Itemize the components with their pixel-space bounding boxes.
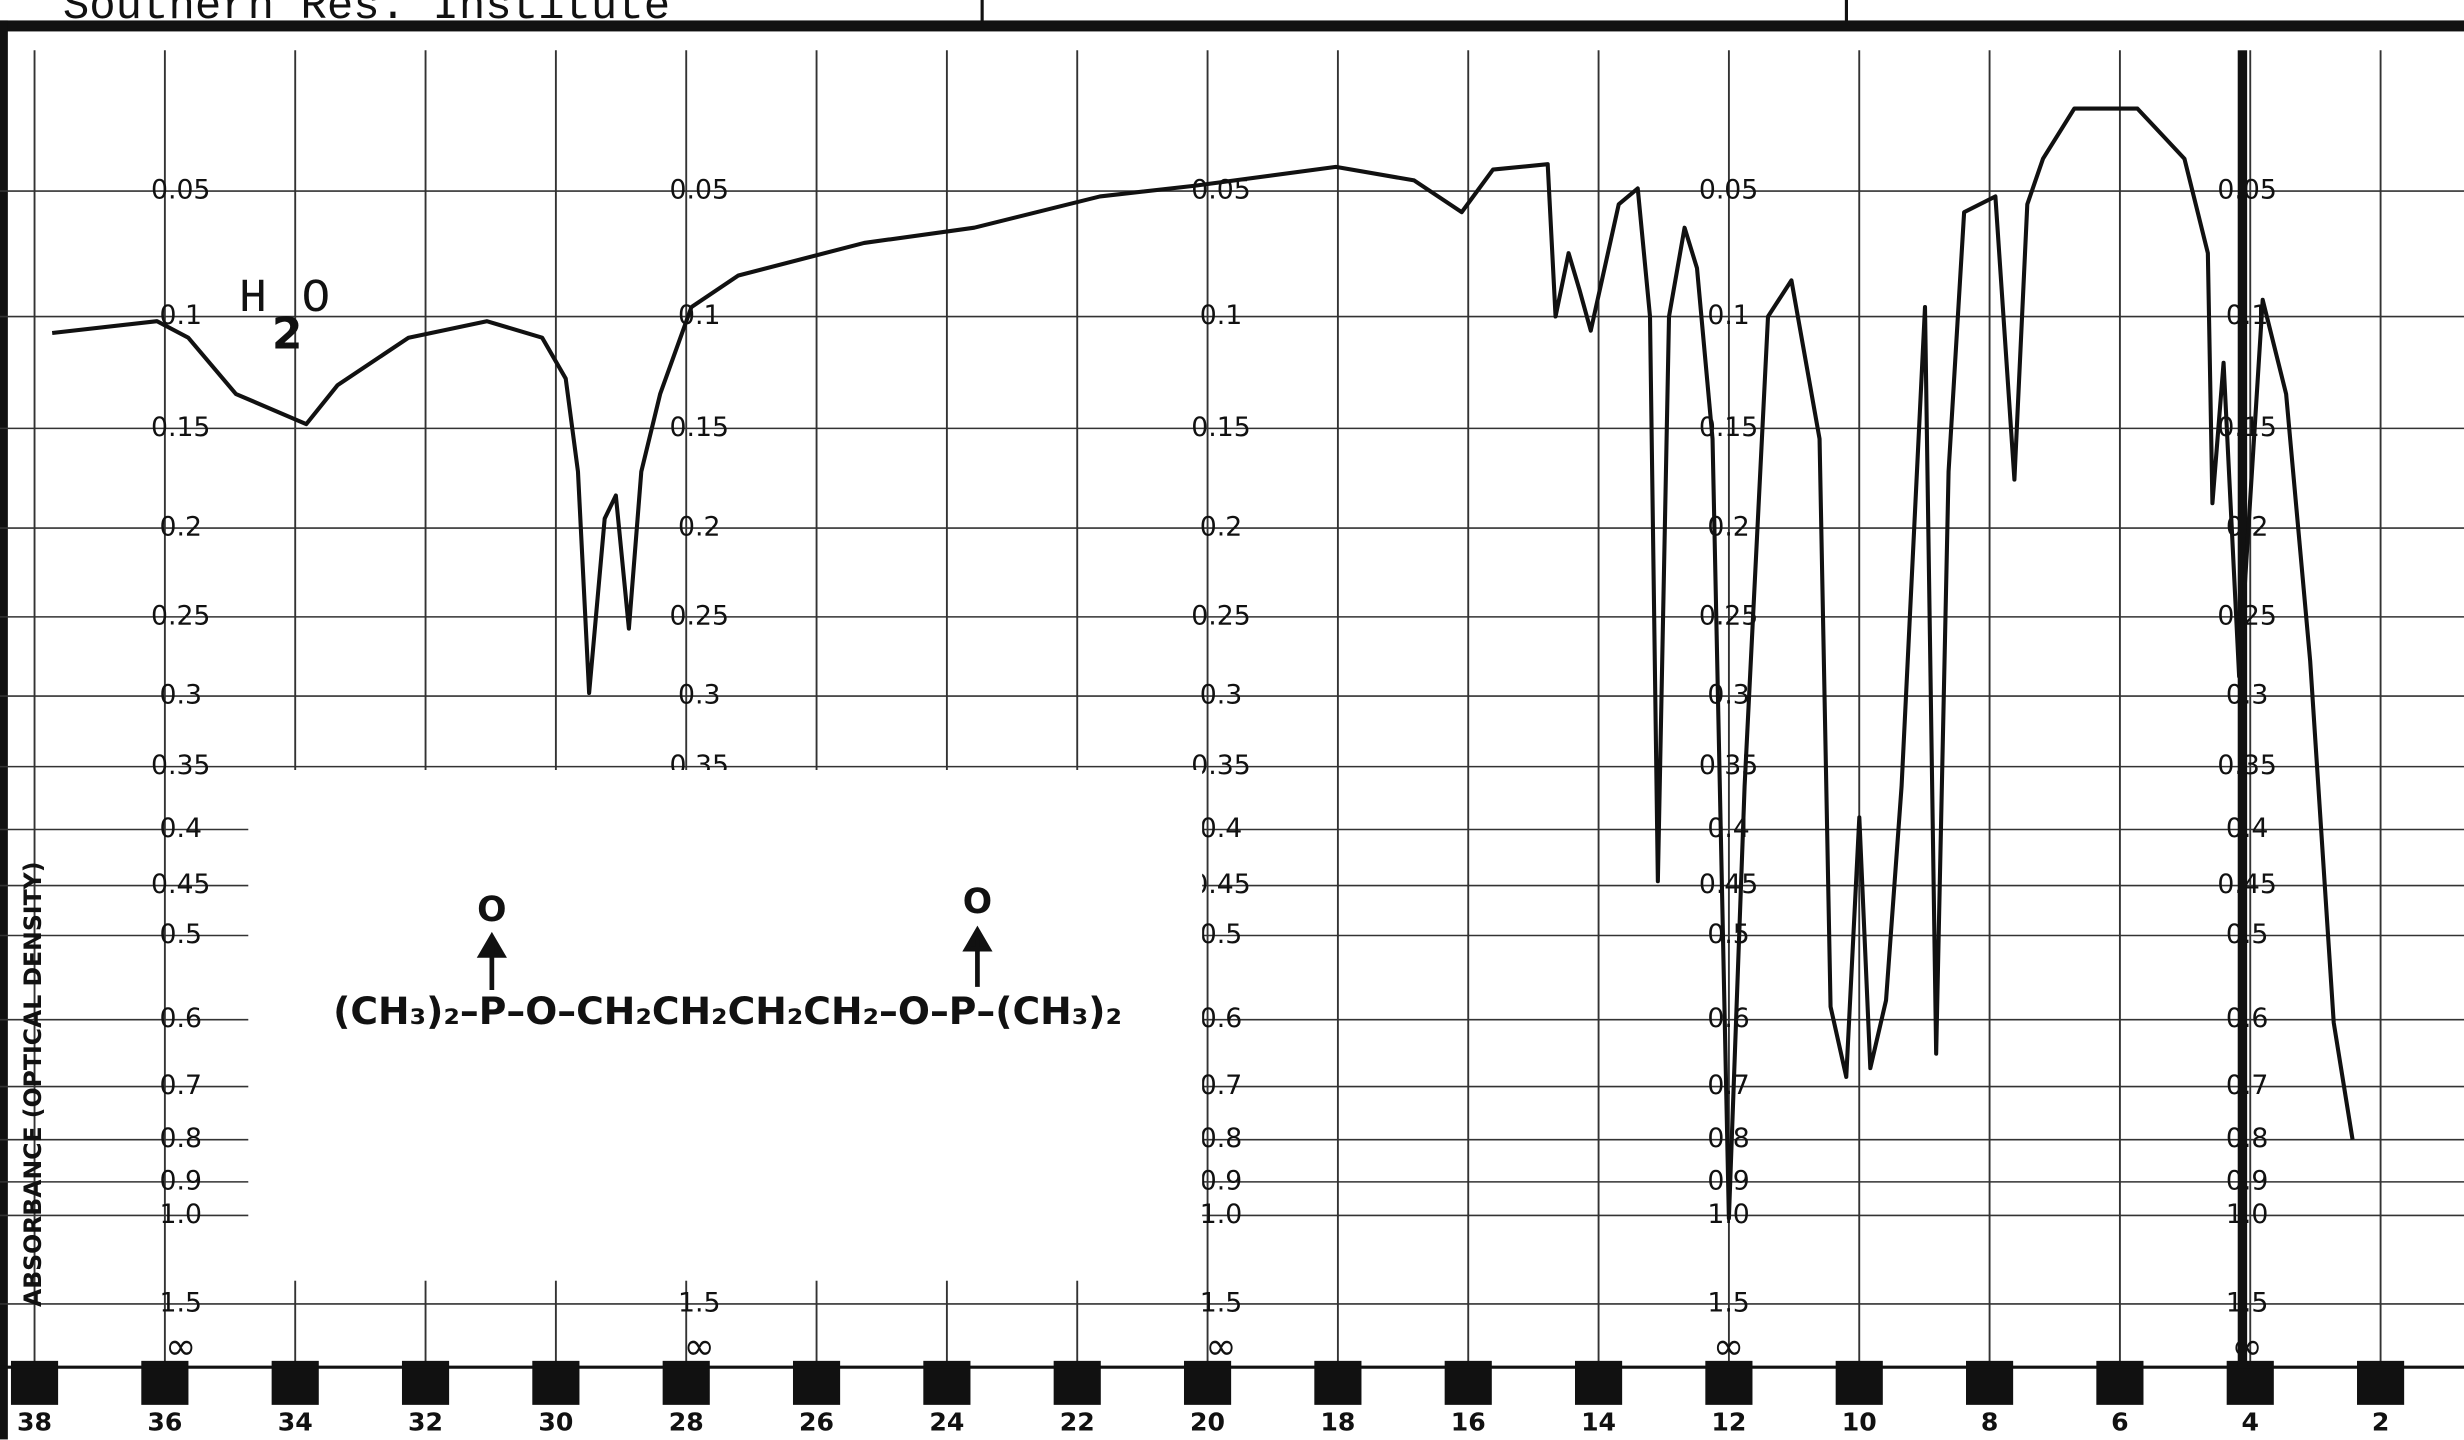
y-tick-label: 1.5	[1707, 1287, 1749, 1318]
y-tick-label: 0.15	[151, 412, 210, 443]
x-tick-label: 16	[1451, 1408, 1486, 1437]
x-tick-label: 36	[147, 1408, 182, 1437]
y-tick-label: 0.5	[1707, 919, 1749, 950]
structure-box	[248, 770, 1203, 1281]
y-tick-label: 0.35	[1699, 750, 1758, 781]
y-tick-label: 0.2	[678, 512, 720, 543]
y-tick-label: 0.05	[1699, 175, 1758, 206]
x-tick-label: 14	[1581, 1408, 1616, 1437]
y-tick-label: 0.45	[151, 869, 210, 900]
y-tick-label: 1.5	[678, 1287, 720, 1318]
y-tick-label: 1.5	[1200, 1287, 1242, 1318]
x-tick-label: 20	[1190, 1408, 1225, 1437]
y-end-label: ∞	[1205, 1324, 1236, 1368]
y-tick-label: 1.5	[159, 1287, 201, 1318]
x-tick-label: 32	[408, 1408, 443, 1437]
y-tick-label: 0.45	[1699, 869, 1758, 900]
y-tick-label: 0.15	[1191, 412, 1250, 443]
y-tick-label: 0.3	[1707, 680, 1749, 711]
y-tick-label: 0.8	[1200, 1123, 1242, 1154]
y-tick-label: 0.1	[1200, 300, 1242, 331]
x-tick-label: 24	[929, 1408, 964, 1437]
x-tick-label: 30	[538, 1408, 573, 1437]
annotation: 2	[272, 308, 303, 359]
marker-line	[2237, 50, 2248, 1368]
y-tick-label: 1.0	[1200, 1199, 1242, 1230]
annotation: O	[302, 273, 330, 326]
spectrum-line	[51, 106, 2355, 1221]
y-tick-label: 0.4	[1200, 813, 1242, 844]
y-tick-label: 0.35	[151, 750, 210, 781]
y-tick-label: 0.5	[159, 919, 201, 950]
y-tick-label: 0.1	[1707, 300, 1749, 331]
grid	[0, 50, 2464, 1405]
y-axis-label: ABSORBANCE (OPTICAL DENSITY)	[19, 862, 47, 1308]
x-tick-label: 18	[1320, 1408, 1355, 1437]
y-tick-label: 0.6	[1707, 1003, 1749, 1034]
y-tick-label: 0.25	[1699, 600, 1758, 631]
y-end-label: ∞	[165, 1324, 196, 1368]
y-tick-label: 0.15	[1699, 412, 1758, 443]
y-tick-label: 0.9	[1200, 1165, 1242, 1196]
header-rule	[0, 20, 2464, 32]
y-tick-label: 0.8	[159, 1123, 201, 1154]
y-tick-label: 0.2	[1200, 512, 1242, 543]
x-tick-label: 12	[1711, 1408, 1746, 1437]
y-tick-label: 0.4	[159, 813, 201, 844]
y-tick-label: 0.9	[159, 1165, 201, 1196]
arrow	[962, 925, 993, 987]
x-tick-label: 4	[2242, 1408, 2259, 1437]
x-tick-label: 10	[1842, 1408, 1877, 1437]
y-tick-label: 0.5	[1200, 919, 1242, 950]
structure: (CH₃)₂–P–O–CH₂CH₂CH₂CH₂–O–P–(CH₃)₂ O O	[333, 882, 1122, 1033]
y-tick-label: 0.6	[1200, 1003, 1242, 1034]
y-tick-label: 0.7	[159, 1070, 201, 1101]
y-tick-label: 0.25	[1191, 600, 1250, 631]
y-tick-label: 0.3	[1200, 680, 1242, 711]
y-tick-label: 0.25	[670, 600, 729, 631]
y-tick-label: 0.3	[159, 680, 201, 711]
y-end-label: ∞	[1713, 1324, 1744, 1368]
y-tick-label: 0.7	[1707, 1070, 1749, 1101]
x-tick-label: 2	[2372, 1408, 2389, 1437]
y-tick-label: 0.6	[159, 1003, 201, 1034]
x-tick-label: 38	[17, 1408, 52, 1437]
y-tick-label: 0.7	[1200, 1070, 1242, 1101]
arrow	[476, 931, 507, 991]
x-tick-label: 28	[669, 1408, 704, 1437]
y-tick-label: 0.25	[151, 600, 210, 631]
y-tick-label: 0.05	[151, 175, 210, 206]
oxygen: O	[477, 890, 506, 930]
marks	[51, 106, 2355, 1221]
x-tick-label: 22	[1060, 1408, 1095, 1437]
oxygen: O	[963, 882, 992, 922]
x-tick-label: 26	[799, 1408, 834, 1437]
y-tick-label: 0.2	[159, 512, 201, 543]
x-tick-label: 6	[2111, 1408, 2128, 1437]
y-tick-label: 0.3	[678, 680, 720, 711]
left-border	[0, 20, 8, 1440]
y-tick-label: 1.0	[159, 1199, 201, 1230]
y-end-label: ∞	[684, 1324, 715, 1368]
x-tick-label: 8	[1981, 1408, 1998, 1437]
y-tick-label: 0.05	[670, 175, 729, 206]
x-tick-label: 34	[278, 1408, 313, 1437]
structure-formula: (CH₃)₂–P–O–CH₂CH₂CH₂CH₂–O–P–(CH₃)₂	[333, 989, 1122, 1033]
annotation: H	[239, 273, 267, 326]
y-tick-label: 0.15	[670, 412, 729, 443]
